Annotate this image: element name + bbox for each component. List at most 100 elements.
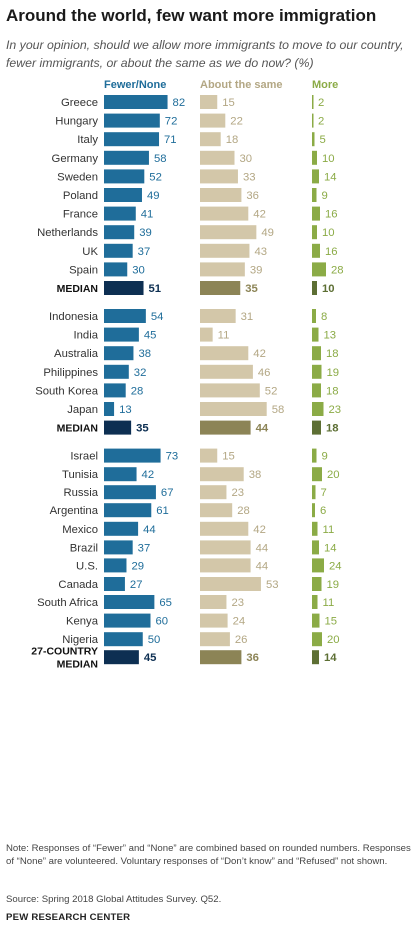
value-label-fewer: 54 (151, 311, 164, 323)
bar-same (200, 346, 249, 361)
value-label-fewer: 30 (132, 264, 145, 276)
bar-more (312, 650, 319, 665)
value-label-same: 58 (272, 404, 285, 416)
value-label-more: 14 (324, 171, 337, 183)
bar-fewer (104, 503, 152, 518)
value-label-more: 13 (324, 330, 337, 342)
value-label-fewer: 60 (156, 616, 169, 628)
row-label: Sweden (57, 171, 98, 183)
value-label-same: 35 (245, 283, 258, 295)
row-label: Germany (52, 153, 99, 165)
row-label: Indonesia (49, 311, 99, 323)
row-label: Israel (70, 451, 98, 463)
row-label: South Korea (35, 385, 99, 397)
bar-more (312, 113, 314, 128)
value-label-same: 18 (226, 134, 239, 146)
bar-same (200, 402, 267, 416)
value-label-more: 10 (322, 283, 335, 295)
value-label-more: 14 (324, 652, 337, 664)
value-label-fewer: 37 (138, 246, 151, 258)
bar-fewer (104, 613, 151, 628)
bar-more (312, 281, 317, 295)
value-label-fewer: 28 (131, 385, 144, 397)
bar-fewer (104, 150, 149, 165)
bar-fewer (104, 364, 129, 379)
value-label-fewer: 52 (149, 171, 162, 183)
bar-more (312, 95, 314, 109)
bar-same (200, 558, 251, 573)
value-label-same: 36 (246, 190, 259, 202)
value-label-fewer: 51 (149, 283, 162, 295)
bar-same (200, 420, 251, 435)
bar-fewer (104, 281, 144, 295)
bar-same (200, 169, 238, 184)
bar-more (312, 540, 319, 555)
bar-same (200, 485, 227, 500)
bar-same (200, 540, 251, 555)
organization-name: PEW RESEARCH CENTER (6, 912, 131, 923)
bar-fewer (104, 540, 133, 555)
value-label-fewer: 71 (164, 134, 177, 146)
column-header-more: More (312, 79, 338, 91)
bar-same (200, 364, 253, 379)
value-label-fewer: 72 (165, 116, 178, 128)
bar-same (200, 243, 250, 258)
row-label: Kenya (66, 616, 99, 628)
bar-fewer (104, 113, 160, 128)
row-label: Brazil (70, 542, 98, 554)
value-label-more: 18 (326, 348, 339, 360)
value-label-fewer: 65 (159, 597, 172, 609)
row-label: Hungary (55, 116, 98, 128)
value-label-same: 30 (240, 153, 253, 165)
value-label-more: 16 (325, 246, 338, 258)
value-label-more: 19 (327, 579, 340, 591)
bar-more (312, 485, 316, 500)
row-label: Japan (67, 404, 98, 416)
bar-same (200, 521, 249, 536)
value-label-same: 42 (253, 524, 266, 536)
value-label-more: 10 (322, 227, 335, 239)
row-label: India (74, 330, 99, 342)
value-label-more: 19 (327, 367, 340, 379)
bar-fewer (104, 448, 161, 463)
bar-fewer (104, 309, 146, 323)
row-label: Spain (69, 264, 98, 276)
bar-same (200, 262, 245, 277)
row-label: Netherlands (37, 227, 98, 239)
chart-subtitle: In your opinion, should we allow more im… (6, 38, 404, 70)
bar-fewer (104, 243, 133, 258)
bar-more (312, 309, 316, 323)
bar-more (312, 132, 315, 147)
row-label: South Africa (37, 597, 99, 609)
row-label: 27-COUNTRY (31, 646, 98, 658)
bar-fewer (104, 206, 136, 221)
bar-same (200, 650, 242, 665)
value-label-fewer: 45 (144, 330, 157, 342)
value-label-fewer: 45 (144, 652, 157, 664)
bar-fewer (104, 420, 132, 435)
bar-fewer (104, 95, 168, 109)
bar-more (312, 577, 322, 591)
value-label-same: 28 (237, 505, 250, 517)
bar-more (312, 206, 320, 221)
bar-more (312, 558, 324, 573)
bar-more (312, 364, 322, 379)
row-label: MEDIAN (57, 283, 98, 295)
row-label: Nigeria (62, 634, 99, 646)
bar-more (312, 225, 317, 240)
bar-more (312, 346, 321, 361)
value-label-same: 44 (256, 560, 269, 572)
bar-same (200, 206, 249, 221)
value-label-same: 33 (243, 171, 256, 183)
value-label-more: 5 (320, 134, 326, 146)
value-label-same: 44 (256, 542, 269, 554)
bar-more (312, 383, 321, 398)
value-label-more: 9 (322, 190, 328, 202)
value-label-more: 11 (323, 524, 335, 536)
bar-fewer (104, 558, 127, 573)
bar-fewer (104, 188, 142, 202)
value-label-more: 2 (318, 97, 324, 109)
bar-same (200, 113, 226, 128)
